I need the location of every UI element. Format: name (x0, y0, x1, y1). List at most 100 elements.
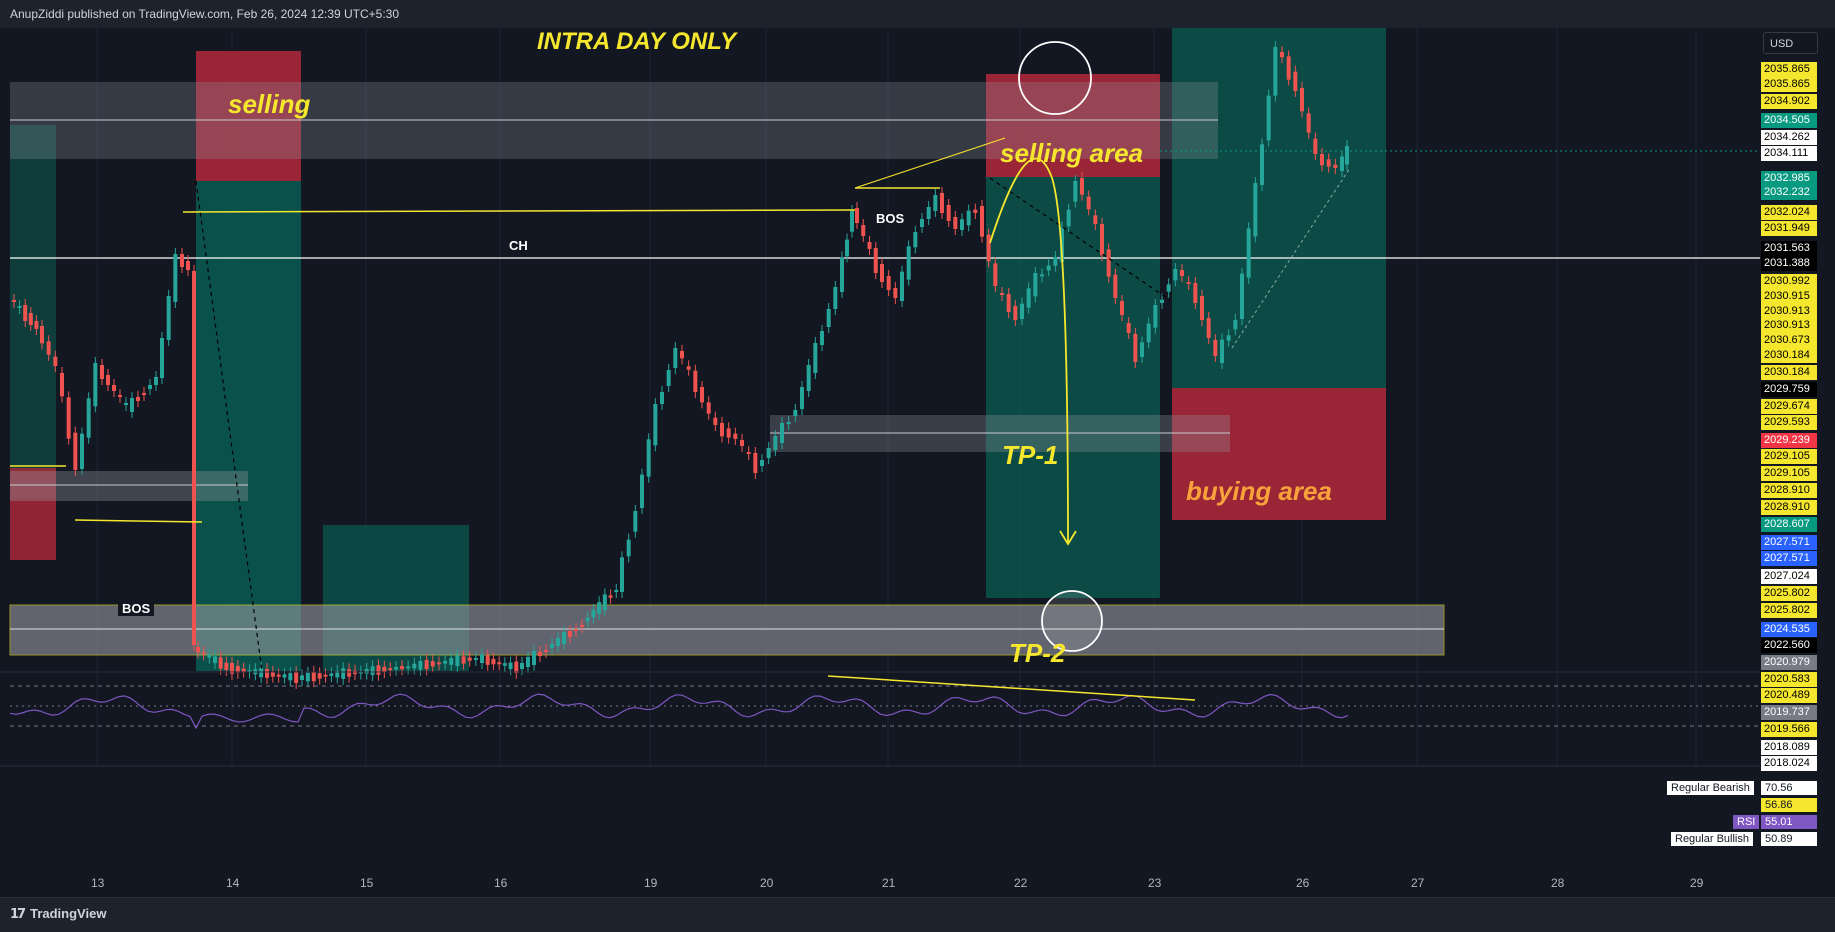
candle-body (568, 631, 572, 637)
tradingview-logo[interactable]: 17 TradingView (10, 906, 106, 922)
candle-body (1073, 181, 1078, 202)
candle-body (154, 377, 158, 385)
candle-body (412, 663, 417, 669)
candle-body (124, 403, 128, 405)
candle-body (335, 670, 340, 678)
candle-body (550, 644, 554, 648)
dashed-diag-1 (195, 180, 263, 672)
candle-body (753, 453, 758, 473)
candle-body (660, 392, 664, 404)
candle-body (323, 674, 328, 677)
price-label: 2029.759 (1761, 382, 1817, 397)
candle-body (1326, 159, 1331, 167)
price-label: 2032.024 (1761, 205, 1817, 220)
candle-body (1333, 164, 1338, 168)
brand-name: TradingView (30, 906, 107, 921)
candle-body (913, 232, 918, 248)
candle-body (12, 300, 16, 302)
candle-body (224, 662, 229, 670)
candle-body (148, 385, 152, 389)
price-label: 2030.913 (1761, 318, 1817, 333)
candle-body (1206, 318, 1211, 338)
candle-body (1033, 273, 1038, 297)
candle-body (793, 410, 798, 416)
price-label: 2027.571 (1761, 551, 1817, 566)
candle-body (861, 225, 866, 236)
price-label: 2029.239 (1761, 433, 1817, 448)
price-label: 2030.992 (1761, 274, 1817, 289)
price-label: 2025.802 (1761, 586, 1817, 601)
candle-body (993, 263, 998, 286)
selling-area-annotation: selling area (1000, 138, 1144, 168)
candle-body (1266, 95, 1271, 141)
selling-annotation: selling (228, 89, 311, 119)
candle-body (1020, 303, 1024, 319)
candle-body (886, 276, 891, 290)
candle-body (926, 207, 931, 219)
candle-body (920, 219, 924, 227)
candle-body (136, 397, 140, 401)
circle-top (1018, 41, 1092, 115)
candle-body (40, 326, 44, 344)
candle-body (46, 341, 51, 355)
candle-body (556, 638, 560, 646)
price-label: 2035.865 (1761, 62, 1817, 77)
candle-body (502, 663, 507, 666)
time-axis-label: 15 (360, 876, 374, 890)
candle-body (693, 370, 698, 392)
candle-body (773, 436, 778, 450)
candle-body (186, 261, 190, 270)
regular-bearish-tag: Regular Bearish (1667, 781, 1754, 795)
chart-canvas[interactable] (0, 28, 1760, 897)
time-axis-label: 16 (494, 876, 508, 890)
candle-body (873, 248, 878, 273)
candle-body (73, 432, 78, 470)
candle-body (265, 669, 269, 678)
price-label: 2019.737 (1761, 705, 1817, 720)
price-label: 2032.232 (1761, 185, 1817, 200)
candle-body (574, 629, 578, 631)
zone-green-selling-area (986, 177, 1160, 598)
candle-body (497, 662, 502, 665)
candle-body (60, 373, 64, 397)
candle-body (1146, 323, 1151, 343)
time-axis-label: 19 (644, 876, 658, 890)
candle-body (760, 460, 764, 466)
price-label: 2028.607 (1761, 517, 1817, 532)
candle-body (1000, 293, 1004, 295)
candle-body (305, 672, 310, 682)
candle-body (1120, 301, 1124, 315)
tv-logo-icon: 17 (10, 907, 26, 922)
candle-body (300, 675, 304, 680)
candle-body (1273, 47, 1278, 96)
candle-body (311, 671, 316, 682)
candle-body (538, 652, 542, 656)
candle-body (213, 656, 217, 663)
zone-red-selling (196, 51, 301, 181)
candle-body (520, 663, 524, 669)
ch-label: CH (505, 238, 532, 253)
candle-body (840, 257, 844, 292)
candle-body (1173, 269, 1178, 281)
rsi-divergence-line (827, 675, 1196, 701)
candle-body (418, 660, 423, 670)
candle-body (388, 668, 393, 671)
zone-green-left (10, 125, 56, 498)
bos-left-label: BOS (118, 601, 155, 616)
candle-body (653, 404, 658, 446)
candle-body (449, 658, 454, 665)
candle-body (1233, 320, 1238, 330)
candle-body (1286, 56, 1291, 80)
candle-body (1253, 183, 1258, 237)
candle-body (1293, 71, 1298, 91)
rsi-pane (0, 671, 1760, 767)
currency-selector[interactable]: USD (1763, 32, 1818, 54)
price-label: 2018.089 (1761, 740, 1817, 755)
candle-body (480, 654, 484, 663)
candle-body (467, 657, 472, 661)
circle-bottom (1041, 590, 1103, 652)
candle-body (241, 668, 246, 672)
candle-body (118, 395, 122, 397)
candle-body (1345, 146, 1349, 165)
candle-body (867, 242, 872, 249)
